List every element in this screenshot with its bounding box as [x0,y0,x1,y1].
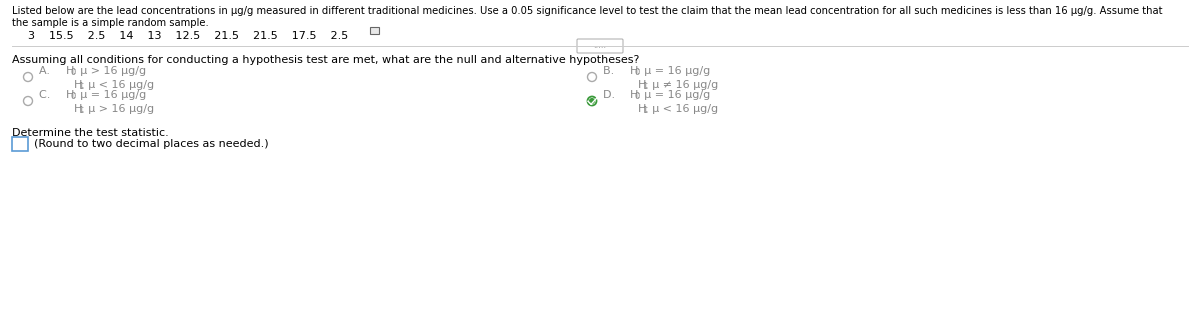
Text: C.: C. [38,90,58,100]
Text: Listed below are the lead concentrations in μg/g measured in different tradition: Listed below are the lead concentrations… [12,6,1163,16]
Text: H: H [74,104,83,114]
Text: : μ > 16 μg/g: : μ > 16 μg/g [73,66,146,76]
Text: H: H [638,104,647,114]
Text: : μ = 16 μg/g: : μ = 16 μg/g [73,90,146,100]
Circle shape [589,99,594,103]
Text: : μ < 16 μg/g: : μ < 16 μg/g [82,80,155,90]
Text: D.: D. [604,90,622,100]
Text: 0: 0 [634,92,640,101]
Text: Determine the test statistic.: Determine the test statistic. [12,128,169,138]
Text: : μ > 16 μg/g: : μ > 16 μg/g [82,104,155,114]
Text: B.: B. [604,66,622,76]
Text: 3    15.5    2.5    14    13    12.5    21.5    21.5    17.5    2.5: 3 15.5 2.5 14 13 12.5 21.5 21.5 17.5 2.5 [28,31,348,41]
Text: 1: 1 [78,82,84,91]
Text: 1: 1 [642,107,648,116]
Text: 1: 1 [78,107,84,116]
Text: 0: 0 [70,69,76,77]
FancyBboxPatch shape [370,27,379,34]
Text: : μ ≠ 16 μg/g: : μ ≠ 16 μg/g [646,80,719,90]
Text: H: H [74,80,83,90]
Text: : μ = 16 μg/g: : μ = 16 μg/g [637,90,710,100]
Text: H: H [630,66,638,76]
Text: 0: 0 [70,92,76,101]
FancyBboxPatch shape [577,39,623,53]
Text: (Round to two decimal places as needed.): (Round to two decimal places as needed.) [34,139,269,149]
Text: H: H [630,90,638,100]
Text: 0: 0 [634,69,640,77]
Text: : μ < 16 μg/g: : μ < 16 μg/g [646,104,719,114]
Text: .....: ..... [594,42,606,50]
Text: A.: A. [38,66,58,76]
FancyBboxPatch shape [12,137,28,151]
Text: H: H [638,80,647,90]
Text: Assuming all conditions for conducting a hypothesis test are met, what are the n: Assuming all conditions for conducting a… [12,55,640,65]
Text: H: H [66,90,74,100]
Text: H: H [66,66,74,76]
Text: the sample is a simple random sample.: the sample is a simple random sample. [12,18,209,28]
Text: 1: 1 [642,82,648,91]
Text: : μ = 16 μg/g: : μ = 16 μg/g [637,66,710,76]
